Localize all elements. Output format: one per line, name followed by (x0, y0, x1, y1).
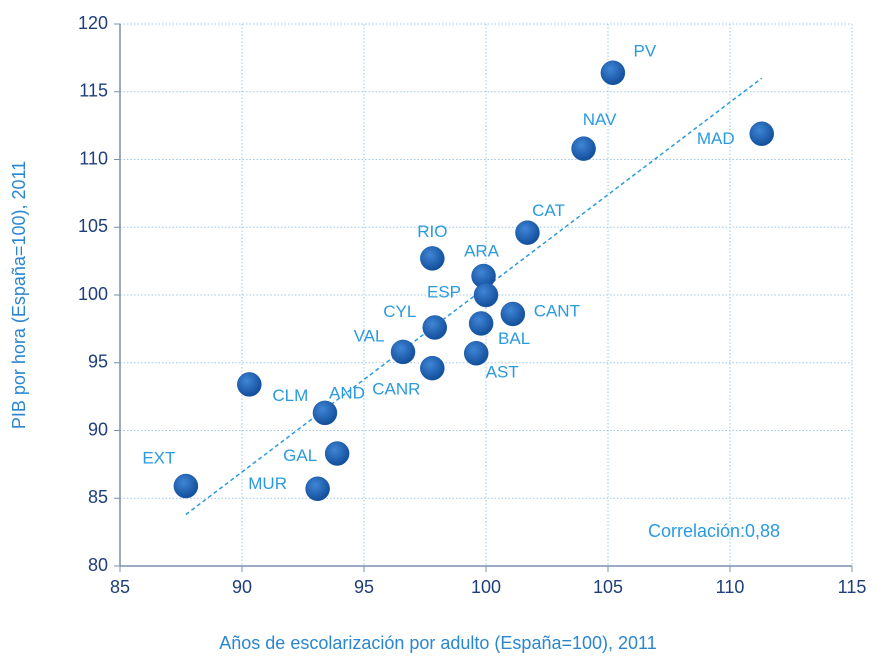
y-tick-label: 105 (78, 216, 108, 236)
x-tick-label: 90 (232, 577, 252, 597)
point (420, 246, 445, 271)
point (463, 341, 489, 366)
x-tick-label: 110 (716, 577, 745, 597)
point-label: AST (486, 363, 519, 382)
y-tick-label: 100 (78, 284, 108, 304)
point-label: NAV (583, 110, 617, 129)
point-label: VAL (354, 326, 385, 345)
x-tick-label: 100 (471, 577, 501, 597)
x-tick-label: 95 (354, 577, 374, 597)
point-label: BAL (498, 329, 530, 348)
point (571, 136, 596, 161)
point-label: CAT (532, 201, 565, 220)
trendline (185, 77, 763, 516)
point (237, 372, 262, 397)
point (515, 220, 540, 245)
point (473, 282, 499, 308)
y-axis-label: PIB por hora (España=100), 2011 (9, 161, 29, 429)
point-label: PV (634, 41, 657, 60)
point (749, 121, 774, 147)
point-label: ARA (464, 242, 500, 261)
y-tick-label: 90 (88, 419, 108, 439)
point (420, 355, 445, 381)
point-label: EXT (142, 449, 175, 468)
annotation: Correlación:0,88 (648, 521, 780, 541)
point (390, 339, 416, 365)
point-label: CYL (383, 302, 416, 321)
point (422, 315, 448, 340)
y-tick-label: 120 (78, 13, 108, 33)
point-label: CANR (372, 380, 420, 399)
point-label: MAD (697, 129, 735, 148)
y-tick-label: 80 (88, 555, 108, 575)
x-axis-label: Años de escolarización por adulto (Españ… (219, 633, 656, 653)
x-tick-label: 115 (838, 577, 867, 597)
point (500, 301, 526, 327)
y-tick-label: 85 (88, 487, 108, 507)
x-tick-label: 105 (593, 577, 623, 597)
point-label: CANT (534, 301, 580, 320)
point-label: GAL (283, 446, 317, 465)
y-tick-label: 115 (79, 81, 108, 101)
point-label: RIO (417, 222, 447, 241)
point (468, 311, 494, 336)
y-tick-label: 110 (79, 148, 108, 168)
point-label: ESP (427, 282, 461, 301)
x-tick-label: 85 (110, 577, 130, 597)
y-tick-label: 95 (88, 352, 108, 372)
point (305, 476, 330, 502)
point-label: MUR (248, 474, 287, 493)
point (312, 400, 338, 426)
point (600, 60, 626, 86)
point-label: AND (329, 383, 365, 402)
point (173, 473, 199, 499)
point (324, 441, 350, 466)
point-label: CLM (272, 386, 308, 405)
